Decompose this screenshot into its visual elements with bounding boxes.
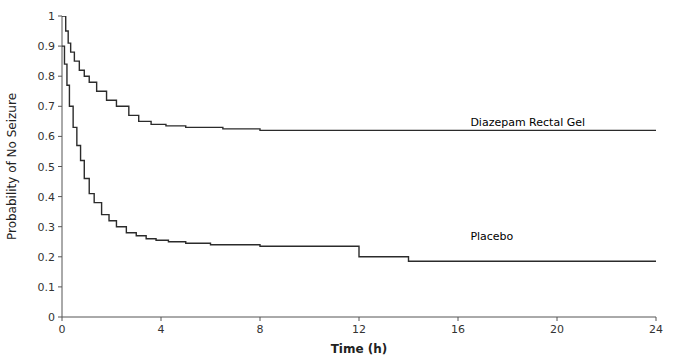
y-tick-label: 0.9 <box>38 40 56 53</box>
y-tick <box>58 286 62 287</box>
y-tick <box>58 226 62 227</box>
y-tick-label: 0.4 <box>38 191 56 204</box>
y-tick <box>58 317 62 318</box>
x-tick-label: 12 <box>352 323 366 336</box>
plot-area <box>62 16 656 261</box>
y-tick <box>58 106 62 107</box>
y-tick-label: 0.6 <box>38 130 56 143</box>
y-tick-label: 0.5 <box>38 161 56 174</box>
x-tick-label: 4 <box>158 323 165 336</box>
y-tick-label: 0.2 <box>38 251 56 264</box>
annotation: Diazepam Rectal Gel <box>470 116 585 129</box>
y-tick <box>58 76 62 77</box>
x-axis-line <box>62 317 656 318</box>
x-tick <box>557 317 558 321</box>
y-tick <box>58 46 62 47</box>
y-tick-label: 0.1 <box>38 281 56 294</box>
chart-container: 0 4 8 12 16 20 24 0 0.1 0.2 0.3 0.4 0.5 0.6 0.7 0.8 0.9 1… <box>0 0 676 363</box>
y-tick <box>58 16 62 17</box>
y-tick-label: 1 <box>48 10 55 23</box>
x-tick <box>458 317 459 321</box>
x-axis-label: Time (h) <box>331 342 388 356</box>
x-tick <box>62 317 63 321</box>
x-tick-label: 8 <box>257 323 264 336</box>
x-tick-label: 0 <box>59 323 66 336</box>
x-tick <box>359 317 360 321</box>
x-tick <box>656 317 657 321</box>
survival-curve <box>62 16 656 130</box>
x-tick-label: 24 <box>649 323 663 336</box>
y-tick <box>58 166 62 167</box>
y-axis-label: Probability of No Seizure <box>5 93 19 240</box>
y-axis-line <box>62 16 63 317</box>
y-tick-label: 0.8 <box>38 70 56 83</box>
y-tick-label: 0.7 <box>38 100 56 113</box>
y-tick <box>58 136 62 137</box>
y-tick-label: 0 <box>48 311 55 324</box>
survival-curve <box>62 46 656 261</box>
y-tick <box>58 196 62 197</box>
y-tick <box>58 256 62 257</box>
annotation: Placebo <box>470 230 513 243</box>
y-tick-label: 0.3 <box>38 221 56 234</box>
x-tick-label: 16 <box>451 323 465 336</box>
chart: 0 4 8 12 16 20 24 0 0.1 0.2 0.3 0.4 0.5 0.6 0.7 0.8 0.9 1… <box>0 0 676 363</box>
x-tick-label: 20 <box>550 323 564 336</box>
x-tick <box>161 317 162 321</box>
x-tick <box>260 317 261 321</box>
